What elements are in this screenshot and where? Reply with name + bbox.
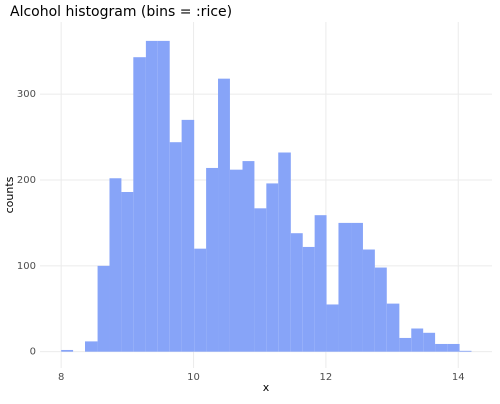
x-tick-label: 14 (452, 372, 465, 383)
bar (229, 169, 243, 352)
bar (351, 222, 363, 352)
bar (157, 40, 170, 352)
bar (362, 249, 375, 352)
bar (435, 343, 448, 352)
chart-title: Alcohol histogram (bins = :rice) (10, 4, 232, 20)
bar (194, 248, 207, 352)
x-tick-label: 8 (58, 372, 64, 383)
bar (338, 222, 352, 352)
bar (386, 303, 400, 352)
bar (242, 161, 255, 352)
bar (399, 337, 412, 352)
bar (423, 332, 436, 352)
bar (121, 191, 134, 352)
bar (278, 152, 291, 352)
bar (290, 233, 303, 352)
y-tick-label: 0 (30, 347, 36, 358)
bar (266, 183, 279, 352)
bar (374, 267, 387, 352)
bar (206, 167, 219, 352)
bar (145, 40, 158, 352)
bar (133, 57, 146, 352)
bar (61, 349, 74, 352)
bar (326, 304, 339, 352)
y-axis-label: counts (3, 176, 16, 213)
x-axis-label: x (263, 381, 270, 394)
bar (169, 142, 182, 352)
bar (109, 178, 122, 352)
bar (218, 78, 230, 352)
y-tick-label: 300 (17, 89, 36, 100)
bar (459, 350, 472, 352)
x-tick-label: 12 (320, 372, 333, 383)
y-tick-label: 200 (17, 175, 36, 186)
x-tick-label: 10 (187, 372, 200, 383)
bar (97, 265, 110, 352)
bar (411, 328, 424, 352)
bar (85, 341, 98, 352)
bar (254, 208, 267, 352)
bar (447, 343, 460, 352)
bar (181, 119, 195, 352)
bar (314, 215, 327, 352)
bar (302, 246, 315, 352)
y-tick-label: 100 (17, 261, 36, 272)
